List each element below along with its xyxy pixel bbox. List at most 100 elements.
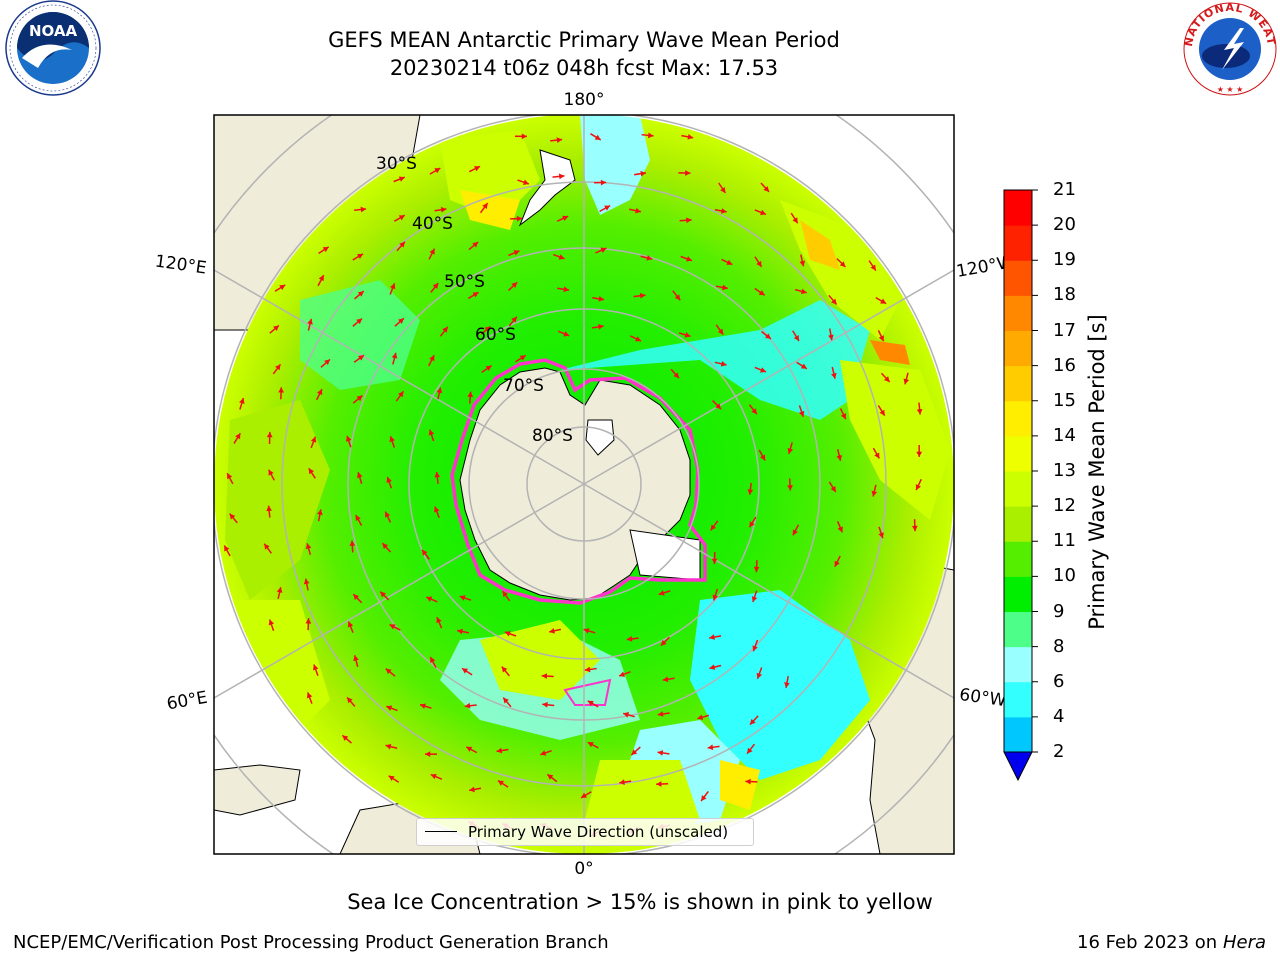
wave-arrow-head <box>432 283 439 289</box>
wave-arrow-head <box>324 359 330 366</box>
wave-arrow-head <box>828 334 834 341</box>
wave-arrow-head <box>511 282 518 288</box>
wave-arrow-head <box>587 742 594 748</box>
wave-arrow-head <box>357 253 364 260</box>
wave-arrow-head <box>358 355 364 361</box>
lat-label-40s: 40°S <box>412 214 453 234</box>
wave-arrow-head <box>472 292 479 298</box>
wave-arrow-head <box>674 294 681 301</box>
colorbar-tick-label: 16 <box>1053 354 1076 376</box>
colorbar-band <box>1004 260 1032 296</box>
wave-arrow-head <box>619 779 625 785</box>
colorbar-band <box>1004 225 1032 261</box>
wave-arrow-head <box>747 747 753 754</box>
wave-arrow-head <box>787 448 794 454</box>
wave-arrow-head <box>749 718 756 725</box>
wave-arrow-head <box>384 511 391 518</box>
wave-arrow-head <box>399 241 405 248</box>
wave-arrow-head <box>482 203 488 209</box>
colorbar-tick-label: 14 <box>1053 424 1076 446</box>
wave-direction-arrows <box>223 132 923 838</box>
wave-arrow-head <box>268 469 274 476</box>
wave-arrow-head <box>662 676 669 683</box>
wave-arrow-head <box>839 261 846 267</box>
wave-arrow-head <box>345 435 352 442</box>
wave-arrow-head <box>268 619 275 626</box>
wave-arrow-head <box>916 408 923 415</box>
colorbar-tick-label: 6 <box>1053 670 1065 692</box>
colorbar-band <box>1004 646 1032 683</box>
colorbar-tick-label: 4 <box>1053 705 1065 727</box>
wave-arrow-head <box>760 367 766 373</box>
chart-title: GEFS MEAN Antarctic Primary Wave Mean Pe… <box>328 28 840 52</box>
machine-name: Hera <box>1222 932 1266 953</box>
wave-arrow-head <box>356 395 363 402</box>
noaa-logo: NOAA <box>5 0 101 96</box>
wave-arrow-head <box>639 292 646 299</box>
wave-arrow-head <box>511 316 517 323</box>
wave-arrow-head <box>266 505 273 512</box>
wave-arrow-head <box>556 137 563 143</box>
wave-arrow-head <box>318 275 324 282</box>
wave-arrow-head <box>360 206 367 213</box>
wave-arrow-head <box>349 540 356 546</box>
wave-arrow-head <box>707 744 714 751</box>
wave-arrow-head <box>513 250 520 256</box>
wave-arrow-head <box>799 260 806 267</box>
wave-arrow-head <box>421 549 428 556</box>
wave-arrow-head <box>580 792 587 798</box>
colorbar-underflow-triangle <box>1003 751 1033 782</box>
colorbar-tick-label: 13 <box>1053 460 1076 481</box>
colorbar-tick-label: 11 <box>1053 530 1076 552</box>
wave-arrow-head <box>558 254 565 260</box>
wave-arrow-head <box>673 372 680 379</box>
wave-arrow-head <box>558 173 565 180</box>
wave-arrow-head <box>722 284 728 291</box>
graticule <box>214 115 954 854</box>
wave-arrow-head <box>715 403 722 410</box>
wave-arrow-head <box>380 591 386 598</box>
lat-label-70s: 70°S <box>503 376 544 396</box>
colorbar-tick-label: 12 <box>1053 495 1076 517</box>
colorbar-tick-label: 21 <box>1053 179 1076 200</box>
wave-arrow-head <box>697 714 704 720</box>
wave-arrow-head <box>322 246 329 253</box>
wave-arrow-head <box>503 697 509 704</box>
sea-ice-note: Sea Ice Concentration > 15% is shown in … <box>347 890 933 914</box>
wave-arrow-head <box>317 509 323 516</box>
wave-arrow-head <box>440 206 447 213</box>
wave-arrow-head <box>426 596 433 602</box>
wave-arrow-head <box>434 168 441 174</box>
lon-label-180: 180° <box>564 90 605 110</box>
wave-arrow-head <box>712 594 719 601</box>
wave-arrow-head <box>474 166 481 172</box>
wave-arrow-head <box>878 335 884 342</box>
wave-arrow-head <box>541 673 548 679</box>
wave-arrow-head <box>303 578 310 585</box>
wave-arrow-head <box>760 454 766 461</box>
legend-line-swatch <box>425 831 457 832</box>
wave-arrow-head <box>428 429 435 436</box>
wave-arrow-head <box>264 543 270 550</box>
wave-arrow-head <box>306 692 313 699</box>
wave-arrow-head <box>883 376 890 382</box>
wave-arrow-head <box>312 664 319 671</box>
wave-arrow-head <box>430 656 436 663</box>
wave-arrow-head <box>420 703 426 709</box>
wave-arrow-head <box>235 433 241 440</box>
wave-arrow-head <box>745 778 751 785</box>
wave-arrow-head <box>686 256 692 262</box>
wave-arrow-head <box>347 621 354 628</box>
lat-label-60s: 60°S <box>475 325 516 345</box>
wave-arrow-head <box>765 333 771 339</box>
colorbar-band <box>1004 576 1032 612</box>
wave-arrow-head <box>747 489 754 495</box>
wave-arrow-head <box>389 624 396 630</box>
wave-arrow-head <box>385 743 392 750</box>
colorbar-tick-label: 17 <box>1053 319 1076 341</box>
wave-arrow-head <box>391 352 398 359</box>
wave-arrow-head <box>837 526 843 533</box>
colorbar-tick-label: 2 <box>1053 741 1065 762</box>
wave-arrow-head <box>784 682 790 688</box>
